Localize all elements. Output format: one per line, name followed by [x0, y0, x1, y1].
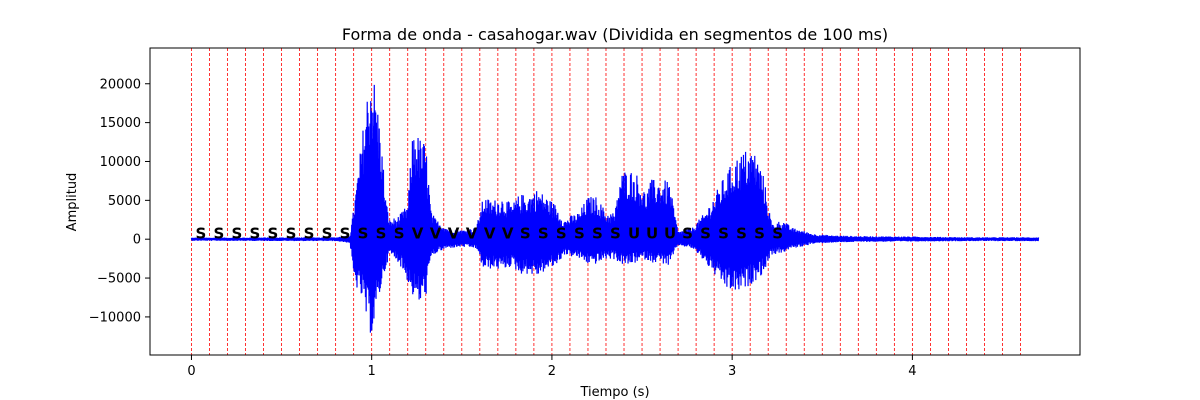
segment-label-2: S [232, 225, 243, 243]
y-tick-label-3: 5000 [108, 194, 141, 209]
segment-label-30: S [736, 225, 747, 243]
segment-label-26: U [664, 225, 676, 243]
y-tick-label-2: 0 [133, 233, 141, 248]
y-axis: −10000 −5000 0 5000 10000 15000 20000 [89, 77, 150, 325]
plot-frame [149, 47, 1081, 356]
segment-label-28: S [700, 225, 711, 243]
segment-label-10: S [376, 225, 387, 243]
segment-label-32: S [772, 225, 783, 243]
segment-label-4: S [268, 225, 279, 243]
segment-label-27: S [682, 225, 693, 243]
segment-label-7: S [322, 225, 333, 243]
segment-label-0: S [195, 225, 206, 243]
x-tick-label-4: 4 [908, 364, 916, 379]
x-axis: 0 1 2 3 4 [187, 355, 917, 379]
segment-label-9: S [358, 225, 369, 243]
x-axis-label: Tiempo (s) [579, 385, 649, 400]
y-axis-label: Amplitud [65, 173, 80, 232]
y-tick-label-6: 20000 [100, 77, 141, 92]
segment-label-15: V [466, 225, 478, 243]
chart-title: Forma de onda - casahogar.wav (Dividida … [342, 25, 888, 44]
segment-label-25: U [646, 225, 658, 243]
segment-label-16: V [484, 225, 496, 243]
segment-label-12: V [412, 225, 424, 243]
segment-label-5: S [286, 225, 297, 243]
segment-label-21: S [574, 225, 585, 243]
segment-label-13: V [430, 225, 442, 243]
y-tick-label-4: 10000 [100, 155, 141, 170]
segment-label-11: S [394, 225, 405, 243]
segment-label-29: S [718, 225, 729, 243]
segment-label-3: S [250, 225, 261, 243]
waveform-series [190, 84, 1040, 333]
segment-label-14: V [448, 225, 460, 243]
segment-label-31: S [754, 225, 765, 243]
y-tick-label-5: 15000 [100, 116, 141, 131]
waveform-line [190, 84, 1040, 333]
y-tick-label-1: −5000 [97, 272, 141, 287]
segment-label-22: S [592, 225, 603, 243]
y-tick-label-0: −10000 [89, 310, 141, 325]
segment-label-8: S [340, 225, 351, 243]
x-tick-label-1: 1 [368, 364, 376, 379]
segment-label-6: S [304, 225, 315, 243]
segment-label-18: S [520, 225, 531, 243]
segment-label-24: U [628, 225, 640, 243]
segment-label-1: S [213, 225, 224, 243]
x-tick-label-2: 2 [548, 364, 556, 379]
x-tick-label-0: 0 [187, 364, 195, 379]
segment-label-19: S [538, 225, 549, 243]
segment-label-23: S [610, 225, 621, 243]
segment-lines [191, 48, 1021, 355]
segment-label-17: V [502, 225, 514, 243]
x-tick-label-3: 3 [728, 364, 736, 379]
segment-label-20: S [556, 225, 567, 243]
